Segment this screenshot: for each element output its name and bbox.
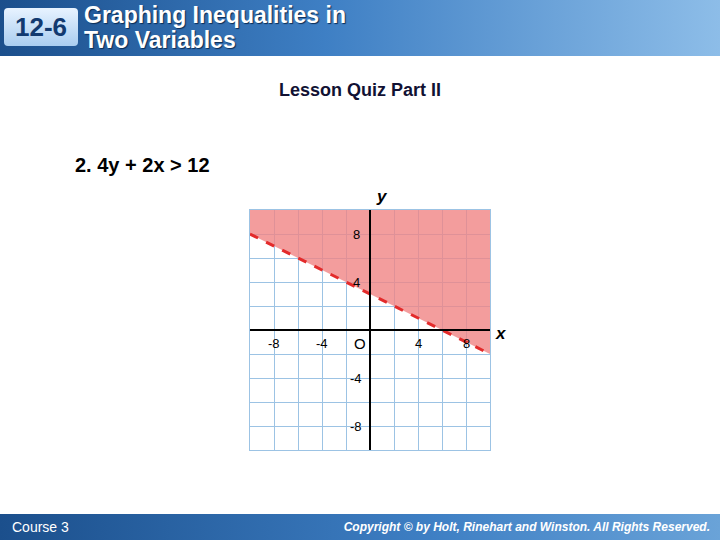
svg-text:8: 8 [353,227,360,242]
svg-text:-4: -4 [350,371,362,386]
svg-text:4: 4 [415,336,422,351]
html-text:Course 3: Course 3 [12,519,69,535]
svg-text:8: 8 [463,336,470,351]
html-text:Lesson Quiz Part II: Lesson Quiz Part II [279,80,441,100]
svg-text:-4: -4 [316,336,328,351]
html-text:2. 4y + 2x > 12: 2. 4y + 2x > 12 [75,154,210,176]
svg-text:-8: -8 [268,336,280,351]
svg-text:4: 4 [353,275,360,290]
svg-text:O: O [354,335,366,352]
svg-text:x: x [495,324,507,343]
svg-text:-8: -8 [350,419,362,434]
html-text:Copyright © by Holt, Rinehart: Copyright © by Holt, Rinehart and Winsto… [343,520,710,534]
svg-text:y: y [376,187,388,206]
html-text:12-6: 12-6 [15,12,67,42]
html-text:Graphing Inequalities in: Graphing Inequalities in [84,2,346,28]
html-text:Two Variables: Two Variables [84,27,236,53]
